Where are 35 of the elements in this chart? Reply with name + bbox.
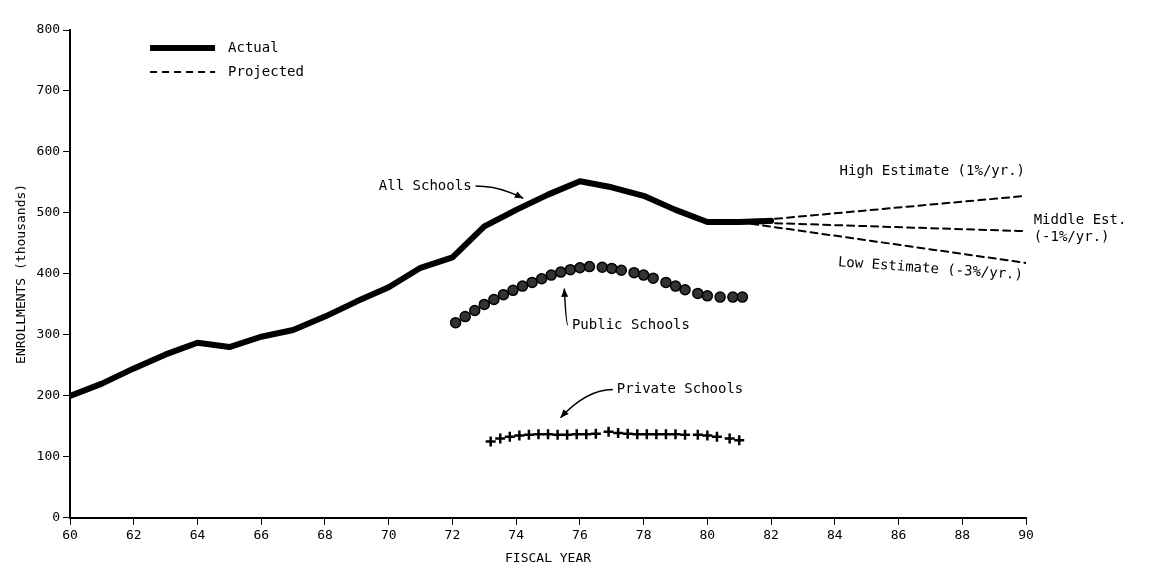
x-tick-label: 82 bbox=[763, 526, 779, 542]
y-tick-label: 700 bbox=[36, 82, 61, 98]
x-tick-label: 70 bbox=[380, 526, 397, 542]
x-tick-label: 84 bbox=[826, 526, 843, 542]
y-tick-label: 300 bbox=[36, 326, 61, 342]
annotation: Private Schools bbox=[616, 380, 744, 397]
x-tick-label: 60 bbox=[62, 526, 78, 542]
x-tick-label: 78 bbox=[635, 526, 652, 542]
x-tick-label: 80 bbox=[699, 526, 716, 542]
y-tick-label: 100 bbox=[36, 448, 61, 464]
y-tick-label: 200 bbox=[36, 387, 61, 403]
y-tick-label: 400 bbox=[36, 265, 61, 281]
y-tick-label: 800 bbox=[36, 21, 61, 37]
annotation: All Schools bbox=[378, 176, 472, 193]
x-tick-label: 74 bbox=[508, 526, 525, 542]
y-axis-title: ENROLLMENTS (thousands) bbox=[13, 183, 29, 364]
x-tick-label: 88 bbox=[954, 526, 971, 542]
x-tick-label: 62 bbox=[125, 526, 142, 542]
x-tick-label: 64 bbox=[189, 526, 206, 542]
y-tick-label: 0 bbox=[52, 509, 61, 525]
legend-label: Projected bbox=[228, 62, 304, 79]
annotation: Public Schools bbox=[571, 315, 690, 332]
x-tick-label: 76 bbox=[572, 526, 588, 542]
text: Middle Est. (-1%/yr.) bbox=[1033, 210, 1127, 244]
annotation: Low Estimate (-3%/yr.) bbox=[837, 253, 1024, 283]
y-tick-label: 600 bbox=[36, 143, 61, 159]
legend-label: Actual bbox=[228, 38, 279, 55]
y-tick-label: 500 bbox=[36, 204, 61, 220]
x-tick-label: 66 bbox=[253, 526, 270, 542]
x-tick-label: 90 bbox=[1018, 526, 1034, 542]
annotation: High Estimate (1%/yr.) bbox=[839, 162, 1026, 179]
x-tick-label: 72 bbox=[444, 526, 461, 542]
x-tick-label: 86 bbox=[890, 526, 907, 542]
x-tick-label: 68 bbox=[317, 526, 333, 542]
x-axis-title: FISCAL YEAR bbox=[504, 549, 592, 565]
